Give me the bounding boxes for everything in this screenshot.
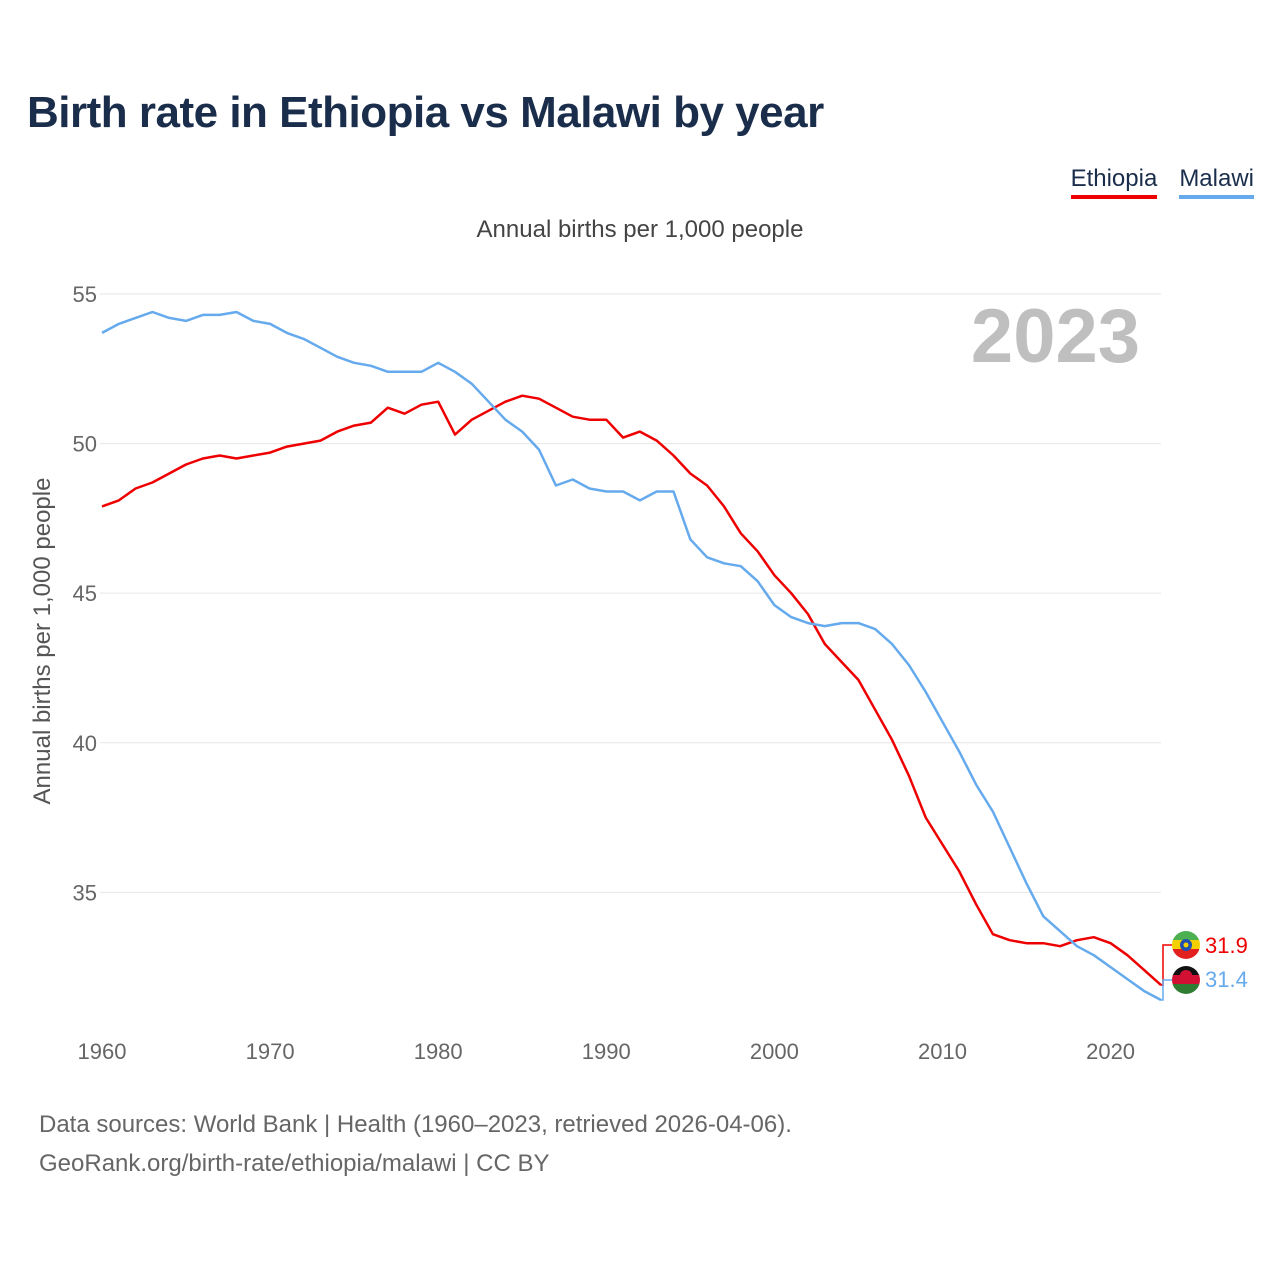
ethiopia-end-label: 31.9: [1205, 933, 1248, 958]
y-axis-ticks: 35 40 45 50 55: [73, 282, 97, 905]
x-tick-label: 2000: [750, 1039, 799, 1064]
ethiopia-flag-icon: [1172, 931, 1200, 959]
source-line-2[interactable]: GeoRank.org/birth-rate/ethiopia/malawi |…: [39, 1150, 550, 1177]
legend: Ethiopia Malawi: [1070, 165, 1254, 199]
malawi-flag-icon: [1172, 966, 1200, 994]
x-tick-label: 2020: [1086, 1039, 1135, 1064]
end-connector-malawi: [1161, 979, 1172, 1001]
series-lines: [101, 310, 1172, 1002]
x-tick-label: 1960: [78, 1039, 127, 1064]
legend-item-malawi[interactable]: Malawi: [1179, 165, 1254, 199]
x-axis-ticks: 1960 1970 1980 1990 2000 2010 2020: [78, 1039, 1136, 1064]
source-note: Data sources: World Bank | Health (1960–…: [39, 1105, 792, 1183]
gridlines: [100, 293, 1161, 893]
x-tick-label: 2010: [918, 1039, 967, 1064]
y-tick-label: 40: [73, 731, 97, 756]
chart-subtitle: Annual births per 1,000 people: [476, 216, 804, 243]
legend-item-ethiopia[interactable]: Ethiopia: [1070, 165, 1158, 199]
source-line-1: Data sources: World Bank | Health (1960–…: [39, 1111, 792, 1138]
x-tick-label: 1970: [246, 1039, 295, 1064]
end-connector-ethiopia: [1161, 944, 1172, 986]
x-tick-label: 1990: [582, 1039, 631, 1064]
year-display: 2023: [971, 294, 1140, 379]
series-line-malawi[interactable]: [101, 310, 1162, 1002]
y-axis-label: Annual births per 1,000 people: [29, 478, 56, 805]
y-tick-label: 45: [73, 581, 97, 606]
y-tick-label: 55: [73, 282, 97, 307]
series-line-ethiopia[interactable]: [101, 394, 1162, 987]
malawi-end-label: 31.4: [1205, 967, 1248, 992]
y-tick-label: 35: [73, 880, 97, 905]
chart-title: Birth rate in Ethiopia vs Malawi by year: [27, 88, 824, 137]
x-tick-label: 1980: [414, 1039, 463, 1064]
y-tick-label: 50: [73, 432, 97, 457]
